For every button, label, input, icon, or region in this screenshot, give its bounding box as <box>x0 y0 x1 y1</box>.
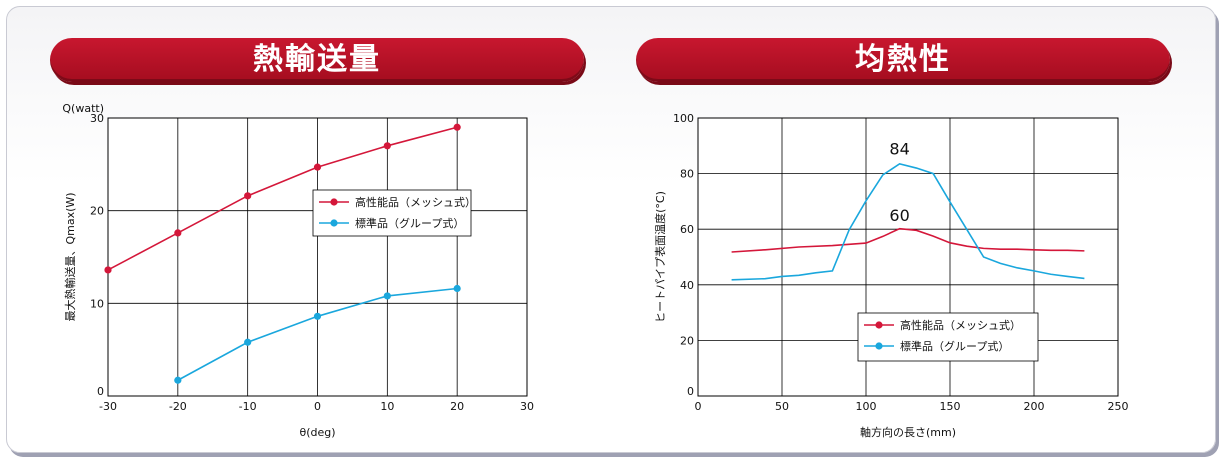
legend-marker <box>875 342 883 350</box>
y-tick-label: 0 <box>97 385 104 398</box>
y-axis-unit-label: Q(watt) <box>62 102 104 115</box>
legend-label: 標準品（グループ式） <box>355 216 464 230</box>
legend-marker <box>330 219 338 227</box>
data-point <box>104 266 112 274</box>
x-tick-label: 20 <box>450 400 464 413</box>
legend-label: 高性能品（メッシュ式） <box>355 195 476 209</box>
data-point <box>174 229 182 237</box>
series-line <box>107 126 458 271</box>
x-tick-label: 150 <box>940 400 961 413</box>
series-line <box>731 163 1085 281</box>
legend-label: 高性能品（メッシュ式） <box>900 318 1021 332</box>
x-tick-label: -30 <box>99 400 117 413</box>
x-axis-label: 軸方向の長さ(mm) <box>860 425 956 439</box>
x-tick-label: 250 <box>1108 400 1129 413</box>
legend-box <box>857 312 1039 362</box>
y-tick-label: 10 <box>90 297 104 310</box>
y-tick-label: 60 <box>680 223 694 236</box>
x-tick-label: 30 <box>520 400 534 413</box>
chart-0: -30 -20 -10 0 10 20 30 0 10 20 30 θ(deg) 最大熱輸送量、Qmax… <box>62 102 534 439</box>
y-tick-label: 40 <box>680 279 694 292</box>
thermal-uniformity-banner: 均熱性 <box>636 38 1170 82</box>
x-tick-label: 10 <box>380 400 394 413</box>
data-point <box>383 292 391 300</box>
legend-label: 標準品（グループ式） <box>900 339 1009 353</box>
data-point <box>453 123 461 131</box>
data-point <box>453 284 461 293</box>
y-tick-label: 80 <box>680 168 694 181</box>
x-tick-label: 100 <box>856 400 877 413</box>
legend-marker <box>330 198 338 206</box>
data-point <box>174 376 182 384</box>
data-point <box>313 312 322 320</box>
data-point <box>383 142 391 150</box>
value-annotation: 84 <box>889 139 909 158</box>
y-tick-label: 20 <box>90 205 104 218</box>
heat-transport-banner: 熱輸送量 <box>50 38 584 82</box>
data-point <box>244 338 252 346</box>
legend-box <box>312 189 472 237</box>
x-tick-label: -20 <box>169 400 187 413</box>
x-tick-label: 0 <box>314 400 321 413</box>
data-point <box>244 192 252 200</box>
y-tick-label: 100 <box>673 112 694 125</box>
y-tick-label: 0 <box>687 385 694 398</box>
y-tick-label: 30 <box>90 112 104 125</box>
data-point <box>313 163 322 171</box>
x-axis-label: θ(deg) <box>299 426 335 439</box>
y-axis-label: 最大熱輸送量、Qmax(W) <box>63 192 77 321</box>
x-tick-label: -10 <box>239 400 257 413</box>
y-axis-label: ヒートパイプ表面温度(°C) <box>653 191 667 323</box>
value-annotation: 60 <box>889 206 909 225</box>
x-tick-label: 50 <box>775 400 789 413</box>
y-tick-label: 20 <box>680 334 694 347</box>
legend-marker <box>875 321 883 329</box>
x-tick-label: 0 <box>695 400 702 413</box>
x-tick-label: 200 <box>1024 400 1045 413</box>
series-line <box>731 227 1085 253</box>
chart-1: 0 50 100 150 200 250 0 20 40 60 80 100 軸方向の長さ(mm) ヒート… <box>653 112 1129 439</box>
